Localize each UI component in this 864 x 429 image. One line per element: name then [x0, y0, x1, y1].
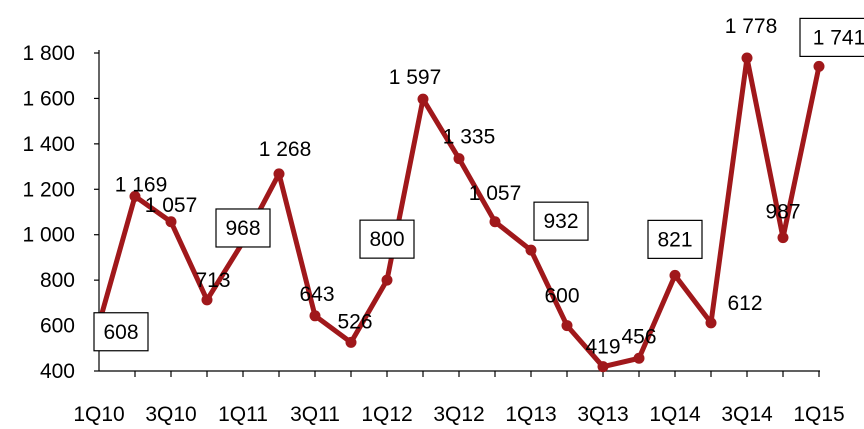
data-point — [417, 93, 429, 105]
data-point — [597, 361, 609, 373]
data-label-box — [799, 17, 864, 58]
x-tick-label: 1Q10 — [73, 403, 124, 426]
data-label: 643 — [299, 283, 334, 306]
data-label: 987 — [765, 201, 800, 224]
data-label: 1 169 — [115, 173, 168, 196]
data-label: 419 — [585, 336, 620, 359]
data-point — [309, 310, 321, 322]
y-tick-label: 400 — [40, 360, 75, 383]
data-label: 600 — [544, 285, 579, 308]
data-point — [381, 274, 393, 286]
data-label: 968 — [225, 217, 260, 240]
data-point — [561, 320, 573, 332]
y-tick-label: 800 — [40, 269, 75, 292]
data-label: 608 — [103, 321, 138, 344]
x-tick-label: 3Q13 — [577, 403, 628, 426]
data-point — [741, 52, 753, 64]
data-label-box — [359, 219, 415, 259]
data-label: 1 597 — [389, 66, 442, 89]
x-tick-label: 1Q15 — [793, 403, 844, 426]
x-tick-label: 1Q13 — [505, 403, 556, 426]
data-point — [705, 317, 717, 329]
data-point — [813, 60, 825, 72]
data-point — [129, 190, 141, 202]
y-tick-label: 1 600 — [22, 87, 75, 110]
data-label-box — [647, 219, 703, 259]
y-axis-tick-labels: 400 600 800 1 000 1 200 1 400 1 600 1 800 — [22, 42, 75, 383]
data-label: 932 — [543, 210, 578, 233]
x-tick-label: 1Q11 — [218, 403, 268, 426]
data-point — [201, 294, 213, 306]
series-line-group — [93, 52, 825, 373]
y-tick-label: 1 000 — [22, 224, 75, 247]
data-label-box — [215, 208, 271, 248]
data-label: 713 — [195, 269, 230, 292]
x-tick-label: 1Q12 — [361, 403, 412, 426]
data-label: 1 057 — [145, 194, 198, 217]
data-point — [489, 216, 501, 228]
data-point — [777, 232, 789, 244]
data-point — [633, 352, 645, 364]
data-label: 612 — [727, 292, 762, 315]
data-point — [525, 244, 537, 256]
data-label: 1 335 — [443, 126, 496, 149]
y-tick-label: 1 400 — [22, 133, 75, 156]
data-point — [453, 153, 465, 165]
x-tick-label: 1Q14 — [649, 403, 701, 426]
data-point — [669, 269, 681, 281]
data-point — [273, 168, 285, 180]
data-label: 526 — [337, 310, 372, 333]
x-tick-label: 3Q11 — [290, 403, 340, 426]
x-tick-label: 3Q12 — [433, 403, 484, 426]
data-label: 1 741 — [813, 26, 864, 49]
y-tick-label: 1 200 — [22, 178, 75, 201]
data-label-box — [93, 312, 149, 352]
data-label: 1 268 — [259, 138, 312, 161]
data-label: 1 778 — [725, 15, 778, 38]
x-axis-tick-labels: 1Q10 3Q10 1Q11 3Q11 1Q12 3Q12 1Q13 3Q13 1Q14 3Q14… — [73, 403, 844, 426]
data-point — [345, 336, 357, 348]
data-label: 456 — [621, 325, 656, 348]
data-point — [165, 216, 177, 228]
y-tick-label: 1 800 — [22, 42, 75, 65]
x-tick-label: 3Q10 — [145, 403, 196, 426]
data-label-box — [533, 201, 589, 241]
x-tick-label: 3Q14 — [721, 403, 773, 426]
data-label: 821 — [657, 228, 692, 251]
data-label: 1 057 — [469, 182, 522, 205]
y-tick-label: 600 — [40, 315, 75, 338]
data-label: 800 — [369, 228, 404, 251]
